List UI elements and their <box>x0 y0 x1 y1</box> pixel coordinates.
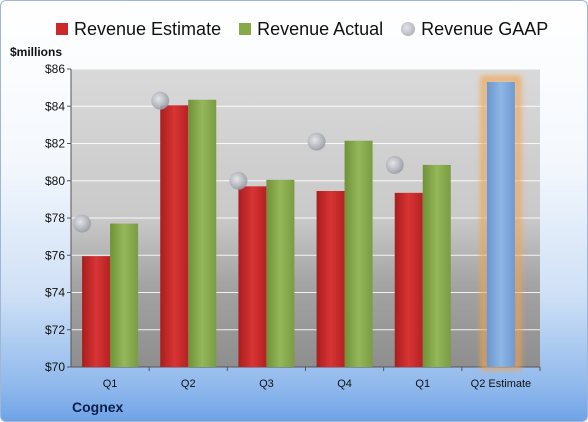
bar-revenue-estimate <box>238 186 267 367</box>
x-tick-label: Q2 Estimate <box>471 378 532 390</box>
bar-revenue-actual <box>188 99 217 367</box>
x-tick-label: Q4 <box>337 378 352 390</box>
y-tick-label: $78 <box>45 211 65 225</box>
y-tick-label: $74 <box>45 286 65 300</box>
legend-label-revenue-actual: Revenue Actual <box>257 18 384 39</box>
y-tick-label: $86 <box>45 62 65 76</box>
marker-revenue-gaap <box>229 171 248 190</box>
y-axis-label: $millions <box>10 45 63 59</box>
bar-revenue-actual <box>110 223 139 367</box>
x-tick-label: Q1 <box>415 378 430 390</box>
bar-revenue-actual <box>344 140 373 367</box>
y-tick-label: $80 <box>45 174 65 188</box>
legend-swatch-revenue-estimate <box>56 23 68 35</box>
bar-revenue-estimate <box>394 192 423 367</box>
bar-revenue-estimate <box>316 190 345 367</box>
marker-revenue-gaap <box>385 155 404 174</box>
company-name: Cognex <box>72 399 124 415</box>
y-tick-label: $76 <box>45 248 65 262</box>
y-tick-label: $84 <box>45 99 65 113</box>
marker-revenue-gaap <box>307 132 326 151</box>
legend-item-revenue-estimate: Revenue Estimate <box>56 19 221 40</box>
marker-revenue-gaap <box>73 214 92 233</box>
bar-revenue-estimate <box>82 256 111 367</box>
legend-item-revenue-actual: Revenue Actual <box>239 19 383 40</box>
legend-item-revenue-gaap: Revenue GAAP <box>401 19 548 40</box>
y-tick-label: $72 <box>45 323 65 337</box>
legend-label-revenue-estimate: Revenue Estimate <box>74 18 222 39</box>
y-tick-label: $70 <box>45 360 65 374</box>
bar-revenue-estimate <box>160 105 189 367</box>
legend-swatch-revenue-actual <box>239 23 252 35</box>
marker-revenue-gaap <box>151 91 170 110</box>
x-tick-label: Q2 <box>181 378 196 390</box>
x-tick-label: Q3 <box>259 378 274 390</box>
legend: Revenue Estimate Revenue Actual Revenue … <box>56 17 566 41</box>
legend-swatch-revenue-gaap <box>401 22 416 36</box>
bar-q2-estimate <box>486 82 515 367</box>
bar-revenue-actual <box>266 179 295 367</box>
legend-label-revenue-gaap: Revenue GAAP <box>421 18 549 39</box>
bar-revenue-actual <box>422 164 451 367</box>
x-tick-label: Q1 <box>103 378 118 390</box>
y-tick-label: $82 <box>45 137 65 151</box>
